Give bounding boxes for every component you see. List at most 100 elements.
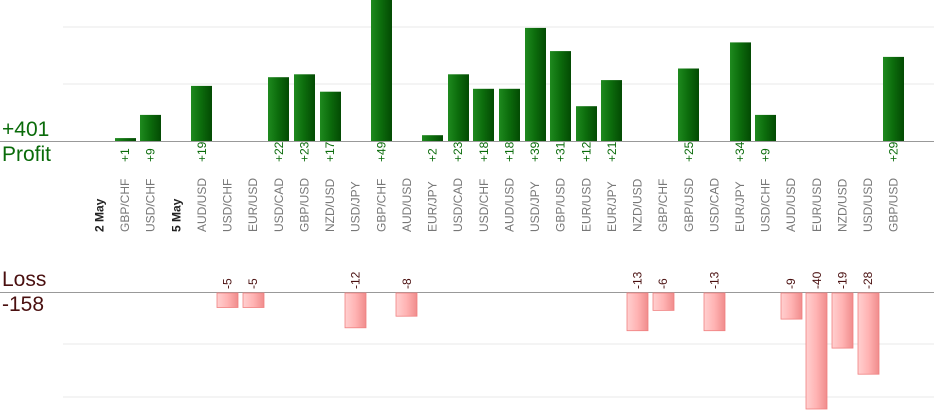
profit-value-label: +39 — [528, 141, 542, 162]
profit-value-label: +22 — [272, 141, 286, 162]
loss-bar — [805, 292, 828, 410]
profit-bar — [191, 85, 212, 141]
grid-lines — [0, 26, 934, 398]
profit-bar — [550, 51, 571, 141]
pair-tick-label: GBP/USD — [297, 178, 311, 232]
profit-value-label: +17 — [323, 141, 337, 162]
loss-value-label: -40 — [810, 271, 824, 289]
pair-tick-label: USD/USD — [861, 178, 875, 232]
loss-bar — [242, 292, 265, 308]
pair-tick-label: USD/CAD — [707, 178, 721, 232]
loss-value-label: -5 — [246, 278, 260, 289]
pair-tick-label: USD/CHF — [759, 179, 773, 232]
profit-value-label: +9 — [759, 148, 773, 162]
profit-bar — [601, 80, 622, 141]
profit-value-label: +25 — [682, 141, 696, 162]
profit-bar — [294, 74, 315, 141]
profit-bar — [473, 88, 494, 141]
loss-value-label: -13 — [631, 271, 645, 289]
loss-bar — [395, 292, 418, 317]
pair-tick-label: USD/CHF — [144, 179, 158, 232]
loss-bar — [703, 292, 726, 332]
labels: 2 May GBP/CHF +1 USD/CHF +9 5 May AUD/USD +19 US… — [93, 141, 901, 289]
date-label: 5 May — [169, 198, 183, 232]
pair-tick-label: NZD/USD — [631, 178, 645, 232]
pair-tick-label: EUR/JPY — [605, 181, 619, 232]
pair-tick-label: GBP/USD — [682, 178, 696, 232]
profit-value-label: +2 — [426, 148, 440, 162]
pair-tick-label: USD/CHF — [221, 179, 235, 232]
pair-tick-label: GBP/CHF — [656, 179, 670, 232]
pair-tick-label: GBP/CHF — [118, 179, 132, 232]
loss-bar — [344, 292, 367, 329]
profit-value-label: +23 — [451, 141, 465, 162]
loss-value-label: -19 — [835, 271, 849, 289]
bars — [115, 0, 904, 410]
pair-tick-label: EUR/JPY — [426, 181, 440, 232]
pair-tick-label: AUD/USD — [502, 178, 516, 232]
profit-value-label: +23 — [297, 141, 311, 162]
profit-value-label: +12 — [579, 141, 593, 162]
profit-label: Profit — [2, 143, 52, 166]
profit-value-label: +29 — [887, 141, 901, 162]
loss-bar — [216, 292, 239, 308]
profit-value-label: +34 — [733, 141, 747, 162]
profit-bar — [525, 27, 546, 141]
profit-bar — [422, 135, 443, 141]
profit-bar — [371, 0, 392, 142]
pair-tick-label: AUD/USD — [195, 178, 209, 232]
loss-bar — [652, 292, 675, 311]
profit-bar — [499, 88, 520, 141]
pair-tick-label: USD/CAD — [272, 178, 286, 232]
date-label: 2 May — [93, 198, 107, 232]
loss-value-label: -28 — [861, 271, 875, 289]
pair-tick-label: GBP/USD — [554, 178, 568, 232]
loss-bar — [857, 292, 880, 375]
pair-tick-label: AUD/USD — [400, 178, 414, 232]
profit-value-label: +18 — [502, 141, 516, 162]
loss-value-label: -5 — [221, 278, 235, 289]
pair-tick-label: USD/CHF — [477, 179, 491, 232]
profit-value-label: +49 — [374, 141, 388, 162]
pair-tick-label: EUR/USD — [246, 178, 260, 232]
loss-value-label: -6 — [656, 278, 670, 289]
profit-bar — [576, 106, 597, 141]
profit-bar — [755, 114, 776, 141]
pair-tick-label: USD/JPY — [528, 181, 542, 232]
pair-tick-label: EUR/USD — [579, 178, 593, 232]
loss-bar — [831, 292, 854, 349]
pair-tick-label: AUD/USD — [784, 178, 798, 232]
profit-value-label: +31 — [554, 141, 568, 162]
profit-value-label: +9 — [144, 148, 158, 162]
profit-bar — [730, 42, 751, 141]
profit-bar — [140, 114, 161, 141]
profit-bar — [268, 77, 289, 141]
pair-tick-label: EUR/USD — [810, 178, 824, 232]
profit-value-label: +21 — [605, 141, 619, 162]
loss-bar — [780, 292, 803, 320]
loss-value-label: -9 — [784, 278, 798, 289]
profit-bar — [115, 138, 136, 141]
loss-value-label: -13 — [707, 271, 721, 289]
profit-value-label: +18 — [477, 141, 491, 162]
pair-tick-label: USD/JPY — [349, 181, 363, 232]
pair-tick-label: USD/CAD — [451, 178, 465, 232]
pair-tick-label: EUR/JPY — [733, 181, 747, 232]
loss-label: Loss — [2, 268, 47, 291]
loss-total: -158 — [2, 293, 45, 316]
profit-bar — [448, 74, 469, 141]
profit-bar — [678, 68, 699, 141]
pair-tick-label: GBP/CHF — [374, 179, 388, 232]
profit-bar — [320, 91, 341, 141]
profit-value-label: +1 — [118, 148, 132, 162]
pair-tick-label: GBP/USD — [887, 178, 901, 232]
loss-value-label: -8 — [400, 278, 414, 289]
loss-value-label: -12 — [349, 271, 363, 289]
profit-total: +401 — [2, 118, 50, 141]
profit-bar — [883, 56, 904, 141]
pair-tick-label: NZD/USD — [323, 178, 337, 232]
profit-value-label: +19 — [195, 141, 209, 162]
loss-bar — [626, 292, 649, 332]
pair-tick-label: NZD/USD — [835, 178, 849, 232]
